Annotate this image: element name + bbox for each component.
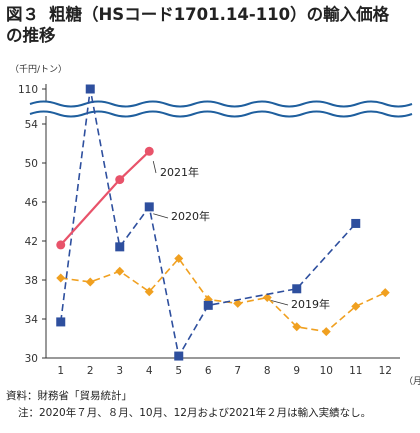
data-point-diamond bbox=[233, 298, 243, 308]
data-point-square bbox=[115, 242, 125, 252]
y-tick-label: 34 bbox=[25, 314, 39, 326]
x-tick-label: 12 bbox=[379, 365, 392, 377]
data-point-square bbox=[351, 218, 361, 228]
x-tick-label: 2 bbox=[87, 365, 94, 377]
y-tick-label: 50 bbox=[25, 158, 38, 170]
x-tick-label: 8 bbox=[264, 365, 271, 377]
figure-number: 図３ bbox=[6, 5, 39, 24]
series-label: 2021年 bbox=[160, 165, 199, 179]
note-text: 注：2020年７月、８月、10月、12月および2021年２月は輸入実績なし。 bbox=[18, 407, 372, 419]
series-line-2020年 bbox=[59, 88, 357, 359]
figure-title-line1: 粗糖（HSコード1701.14-110）の輸入価格 bbox=[49, 5, 390, 24]
series-line-2019年 bbox=[60, 257, 386, 333]
data-point-diamond bbox=[85, 277, 95, 287]
x-tick-label: 3 bbox=[116, 365, 123, 377]
series-label: 2020年 bbox=[171, 209, 210, 223]
x-tick-label: 1 bbox=[57, 365, 64, 377]
x-tick-label: 7 bbox=[234, 365, 241, 377]
data-point-circle bbox=[115, 175, 125, 185]
data-point-square bbox=[85, 84, 95, 94]
data-point-square bbox=[56, 317, 66, 327]
data-point-circle bbox=[56, 240, 66, 250]
data-point-diamond bbox=[262, 293, 272, 303]
data-point-diamond bbox=[351, 301, 361, 311]
data-point-diamond bbox=[292, 322, 302, 332]
y-axis-unit: （千円/トン） bbox=[10, 64, 67, 75]
data-point-diamond bbox=[321, 327, 331, 337]
chart-series-labels: 2019年 2020年 2021年 bbox=[152, 160, 330, 311]
x-tick-label: 11 bbox=[349, 365, 362, 377]
chart-series bbox=[56, 84, 390, 361]
data-point-square bbox=[144, 202, 154, 212]
chart-footer: 資料：財務省「貿易統計」 注：2020年７月、８月、10月、12月および2021… bbox=[6, 388, 418, 422]
data-point-diamond bbox=[380, 288, 390, 298]
data-point-diamond bbox=[144, 287, 154, 297]
data-point-circle bbox=[144, 146, 154, 156]
figure-title: 図３ 粗糖（HSコード1701.14-110）の輸入価格 の推移 bbox=[6, 4, 414, 46]
x-tick-label: 6 bbox=[205, 365, 212, 377]
data-point-square bbox=[292, 284, 302, 294]
data-point-square bbox=[203, 300, 213, 310]
data-point-diamond bbox=[56, 273, 66, 283]
x-axis-unit: （月） bbox=[404, 376, 420, 387]
series-label: 2019年 bbox=[291, 297, 330, 311]
series-label-leader bbox=[271, 300, 289, 306]
axis-break-wave-bottom bbox=[29, 110, 413, 118]
figure-title-line2: の推移 bbox=[6, 26, 56, 45]
y-tick-label: 30 bbox=[25, 353, 38, 365]
y-tick-label: 54 bbox=[25, 119, 39, 131]
source-text: 資料：財務省「貿易統計」 bbox=[6, 390, 132, 402]
y-tick-label: 38 bbox=[25, 275, 38, 287]
series-label-leader bbox=[153, 213, 169, 219]
series-label-leader bbox=[152, 160, 157, 174]
data-point-diamond bbox=[115, 266, 125, 276]
y-tick-label: 110 bbox=[18, 84, 38, 96]
y-tick-label: 46 bbox=[25, 197, 39, 209]
y-tick-label: 42 bbox=[25, 236, 38, 248]
data-point-square bbox=[174, 351, 184, 361]
x-tick-label: 10 bbox=[320, 365, 333, 377]
x-tick-label: 5 bbox=[175, 365, 182, 377]
x-tick-label: 9 bbox=[293, 365, 300, 377]
x-tick-label: 4 bbox=[146, 365, 153, 377]
